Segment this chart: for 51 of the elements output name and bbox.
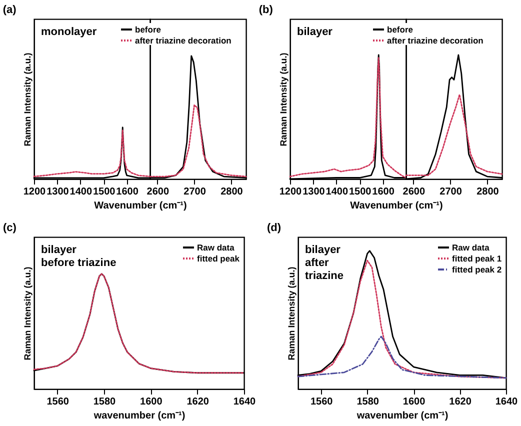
x-tick-label: 1400 (70, 186, 92, 198)
x-tick-label: 1640 (233, 396, 256, 408)
legend-label: fitted peak 2 (452, 264, 502, 274)
annotation: bilayer after triazine (305, 244, 344, 282)
text: bilayer before triazine (41, 244, 116, 269)
chart-title: (d) (267, 222, 282, 234)
x-tick-label: 1300 (302, 186, 326, 198)
y-axis-title: Raman Intensity (a.u.) (22, 266, 32, 360)
x-tick-label: 1620 (449, 396, 472, 408)
y-axis-title: Raman Intensity (a.u.) (286, 266, 296, 360)
legend-label: fitted peak (197, 254, 240, 264)
y-axis-title: Raman Intensity (a.u.) (22, 52, 32, 146)
legend-label: before (135, 24, 162, 34)
legend-label: Raw data (452, 242, 490, 252)
x-axis-title: wavenumber (cm⁻¹) (356, 410, 448, 422)
legend-label: before (387, 24, 414, 34)
x-tick-label: 2600 (402, 186, 426, 198)
x-tick-label: 2800 (220, 186, 244, 198)
chart-title: (a) (2, 4, 17, 16)
x-tick-label: 1500 (92, 186, 116, 198)
x-tick-label: 2700 (440, 186, 462, 198)
x-tick-label: 2600 (146, 186, 170, 198)
x-axis-title: Wavenumber (cm⁻¹) (94, 200, 187, 212)
x-tick-label: 1580 (356, 396, 380, 408)
x-tick-label: 1580 (93, 396, 116, 408)
x-tick-label: 1200 (23, 186, 46, 198)
x-tick-label: 1560 (46, 396, 70, 408)
x-tick-label: 2700 (184, 186, 206, 198)
chart-title: (b) (258, 4, 274, 16)
x-tick-label: 1200 (279, 186, 302, 198)
legend-label: Raw data (197, 242, 235, 252)
y-axis-title: Raman Intensity (a.u.) (278, 52, 288, 146)
x-tick-label: 1500 (348, 186, 372, 198)
x-tick-label: 1300 (46, 186, 70, 198)
x-tick-label: 1620 (186, 396, 210, 408)
x-axis-title: wavenumber (cm⁻¹) (92, 410, 186, 422)
legend-label: after triazine decoration (135, 36, 232, 46)
x-tick-label: 1640 (495, 396, 518, 408)
legend-label: fitted peak 1 (452, 254, 502, 264)
x-tick-label: 1600 (140, 396, 163, 408)
text: bilayer (297, 26, 334, 38)
x-tick-label: 2800 (476, 186, 500, 198)
legend-label: after triazine decoration (387, 36, 484, 46)
x-axis-title: Wavenumber (cm⁻¹) (350, 200, 443, 212)
x-tick-label: 1400 (326, 186, 348, 198)
text: monolayer (41, 26, 98, 38)
x-tick-label: 1600 (116, 186, 139, 198)
x-tick-label: 1600 (372, 186, 395, 198)
x-tick-label: 1560 (310, 396, 334, 408)
x-tick-label: 1600 (402, 396, 426, 408)
chart-title: (c) (3, 222, 17, 234)
